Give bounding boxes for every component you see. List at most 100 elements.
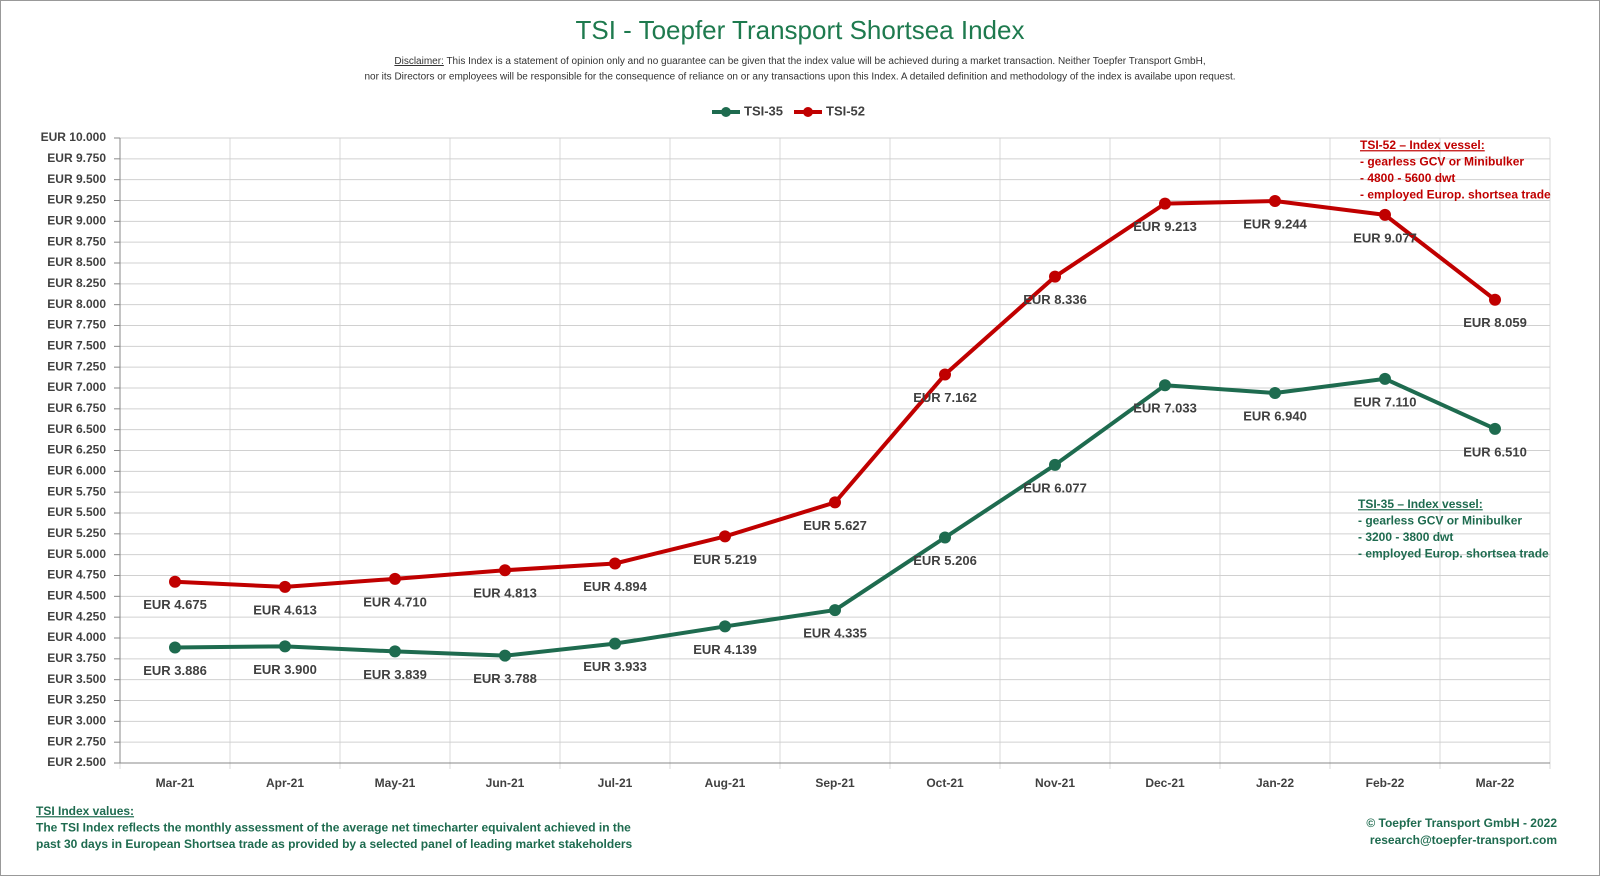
data-point bbox=[1049, 458, 1061, 471]
x-tick-label: Apr-21 bbox=[266, 776, 304, 790]
disclaimer-line: nor its Directors or employees will be r… bbox=[364, 72, 1235, 83]
data-point bbox=[499, 649, 511, 662]
data-point bbox=[169, 575, 181, 588]
annotation-line: - 4800 - 5600 dwt bbox=[1360, 171, 1455, 185]
y-tick-label: EUR 7.750 bbox=[47, 318, 106, 332]
data-point bbox=[609, 637, 621, 650]
data-label: EUR 7.110 bbox=[1354, 394, 1417, 409]
x-tick-label: Jan-22 bbox=[1256, 776, 1294, 790]
data-label: EUR 3.933 bbox=[583, 659, 647, 674]
data-label: EUR 7.162 bbox=[913, 390, 977, 405]
y-tick-label: EUR 4.250 bbox=[47, 609, 106, 623]
data-point bbox=[1489, 422, 1501, 435]
y-tick-label: EUR 2.750 bbox=[47, 734, 106, 748]
x-tick-label: Jun-21 bbox=[486, 776, 525, 790]
y-tick-label: EUR 8.000 bbox=[47, 297, 106, 311]
y-tick-label: EUR 3.000 bbox=[47, 714, 106, 728]
data-label: EUR 3.900 bbox=[253, 662, 317, 677]
data-point bbox=[829, 496, 841, 509]
data-label: EUR 9.213 bbox=[1133, 219, 1197, 234]
legend-marker bbox=[721, 107, 731, 117]
data-point bbox=[719, 530, 731, 543]
y-tick-label: EUR 3.250 bbox=[47, 693, 106, 707]
data-label: EUR 6.940 bbox=[1243, 408, 1307, 423]
data-point bbox=[389, 572, 401, 585]
data-point bbox=[939, 531, 951, 544]
data-label: EUR 4.675 bbox=[143, 597, 207, 612]
y-tick-label: EUR 10.000 bbox=[41, 130, 107, 144]
x-tick-label: Sep-21 bbox=[815, 776, 855, 790]
data-label: EUR 8.059 bbox=[1463, 315, 1527, 330]
disclaimer-line: This Index is a statement of opinion onl… bbox=[446, 56, 1205, 67]
x-tick-label: Aug-21 bbox=[705, 776, 746, 790]
data-label: EUR 9.244 bbox=[1243, 216, 1307, 231]
y-tick-label: EUR 5.000 bbox=[47, 547, 106, 561]
y-tick-label: EUR 8.250 bbox=[47, 276, 106, 290]
data-label: EUR 8.336 bbox=[1023, 292, 1087, 307]
x-tick-label: May-21 bbox=[375, 776, 416, 790]
data-point bbox=[1379, 208, 1391, 221]
data-point bbox=[389, 645, 401, 658]
data-label: EUR 5.627 bbox=[803, 518, 867, 533]
annotation-heading: TSI-52 – Index vessel: bbox=[1360, 138, 1485, 152]
legend-marker bbox=[803, 107, 813, 117]
legend-label: TSI-35 bbox=[744, 103, 783, 118]
data-point bbox=[169, 641, 181, 654]
y-tick-label: EUR 6.500 bbox=[47, 422, 106, 436]
x-tick-label: Jul-21 bbox=[598, 776, 633, 790]
data-point bbox=[279, 580, 291, 593]
data-point bbox=[279, 640, 291, 653]
data-point bbox=[1269, 195, 1281, 207]
data-point bbox=[1489, 293, 1501, 306]
data-point bbox=[939, 368, 951, 381]
legend-label: TSI-52 bbox=[826, 103, 865, 118]
data-label: EUR 5.219 bbox=[693, 552, 757, 567]
y-tick-label: EUR 5.750 bbox=[47, 484, 106, 498]
data-point bbox=[719, 620, 731, 633]
data-point bbox=[499, 564, 511, 577]
annotation-heading: TSI Index values: bbox=[36, 804, 134, 818]
annotation-line: - employed Europ. shortsea trade bbox=[1360, 188, 1551, 202]
disclaimer-label: Disclaimer: bbox=[394, 56, 443, 67]
y-tick-label: EUR 3.500 bbox=[47, 672, 106, 686]
data-label: EUR 4.139 bbox=[693, 642, 757, 657]
y-tick-label: EUR 9.750 bbox=[47, 151, 106, 165]
annotation-line: - 3200 - 3800 dwt bbox=[1358, 530, 1453, 544]
y-tick-label: EUR 7.500 bbox=[47, 339, 106, 353]
chart-title: TSI - Toepfer Transport Shortsea Index bbox=[576, 15, 1025, 45]
data-point bbox=[1159, 197, 1171, 210]
data-label: EUR 3.839 bbox=[363, 667, 427, 682]
data-point bbox=[609, 557, 621, 570]
data-label: EUR 4.613 bbox=[253, 602, 317, 617]
annotation-line: - gearless GCV or Minibulker bbox=[1358, 514, 1522, 528]
credit: research@toepfer-transport.com bbox=[1370, 833, 1557, 847]
data-label: EUR 9.077 bbox=[1353, 230, 1417, 245]
data-label: EUR 4.710 bbox=[363, 594, 427, 609]
data-label: EUR 6.510 bbox=[1463, 444, 1527, 459]
annotation-heading: TSI-35 – Index vessel: bbox=[1358, 497, 1483, 511]
y-tick-label: EUR 7.000 bbox=[47, 380, 106, 394]
y-tick-label: EUR 6.750 bbox=[47, 401, 106, 415]
y-tick-label: EUR 5.500 bbox=[47, 505, 106, 519]
y-tick-label: EUR 9.250 bbox=[47, 193, 106, 207]
data-point bbox=[1159, 379, 1171, 392]
annotation-line: The TSI Index reflects the monthly asses… bbox=[36, 821, 631, 835]
annotation-line: past 30 days in European Shortsea trade … bbox=[36, 837, 633, 851]
y-tick-label: EUR 9.000 bbox=[47, 214, 106, 228]
y-tick-label: EUR 6.250 bbox=[47, 443, 106, 457]
x-tick-label: Oct-21 bbox=[926, 776, 964, 790]
data-point bbox=[1269, 387, 1281, 399]
data-label: EUR 5.206 bbox=[913, 553, 977, 568]
y-tick-label: EUR 6.000 bbox=[47, 464, 106, 478]
x-tick-label: Mar-22 bbox=[1476, 776, 1515, 790]
data-label: EUR 4.813 bbox=[473, 586, 537, 601]
y-tick-label: EUR 4.500 bbox=[47, 589, 106, 603]
credit: © Toepfer Transport GmbH - 2022 bbox=[1366, 816, 1557, 830]
x-tick-label: Nov-21 bbox=[1035, 776, 1075, 790]
disclaimer: Disclaimer: This Index is a statement of… bbox=[394, 56, 1205, 67]
data-label: EUR 4.335 bbox=[803, 626, 867, 641]
y-tick-label: EUR 5.250 bbox=[47, 526, 106, 540]
x-tick-label: Dec-21 bbox=[1145, 776, 1185, 790]
data-point bbox=[829, 604, 841, 617]
